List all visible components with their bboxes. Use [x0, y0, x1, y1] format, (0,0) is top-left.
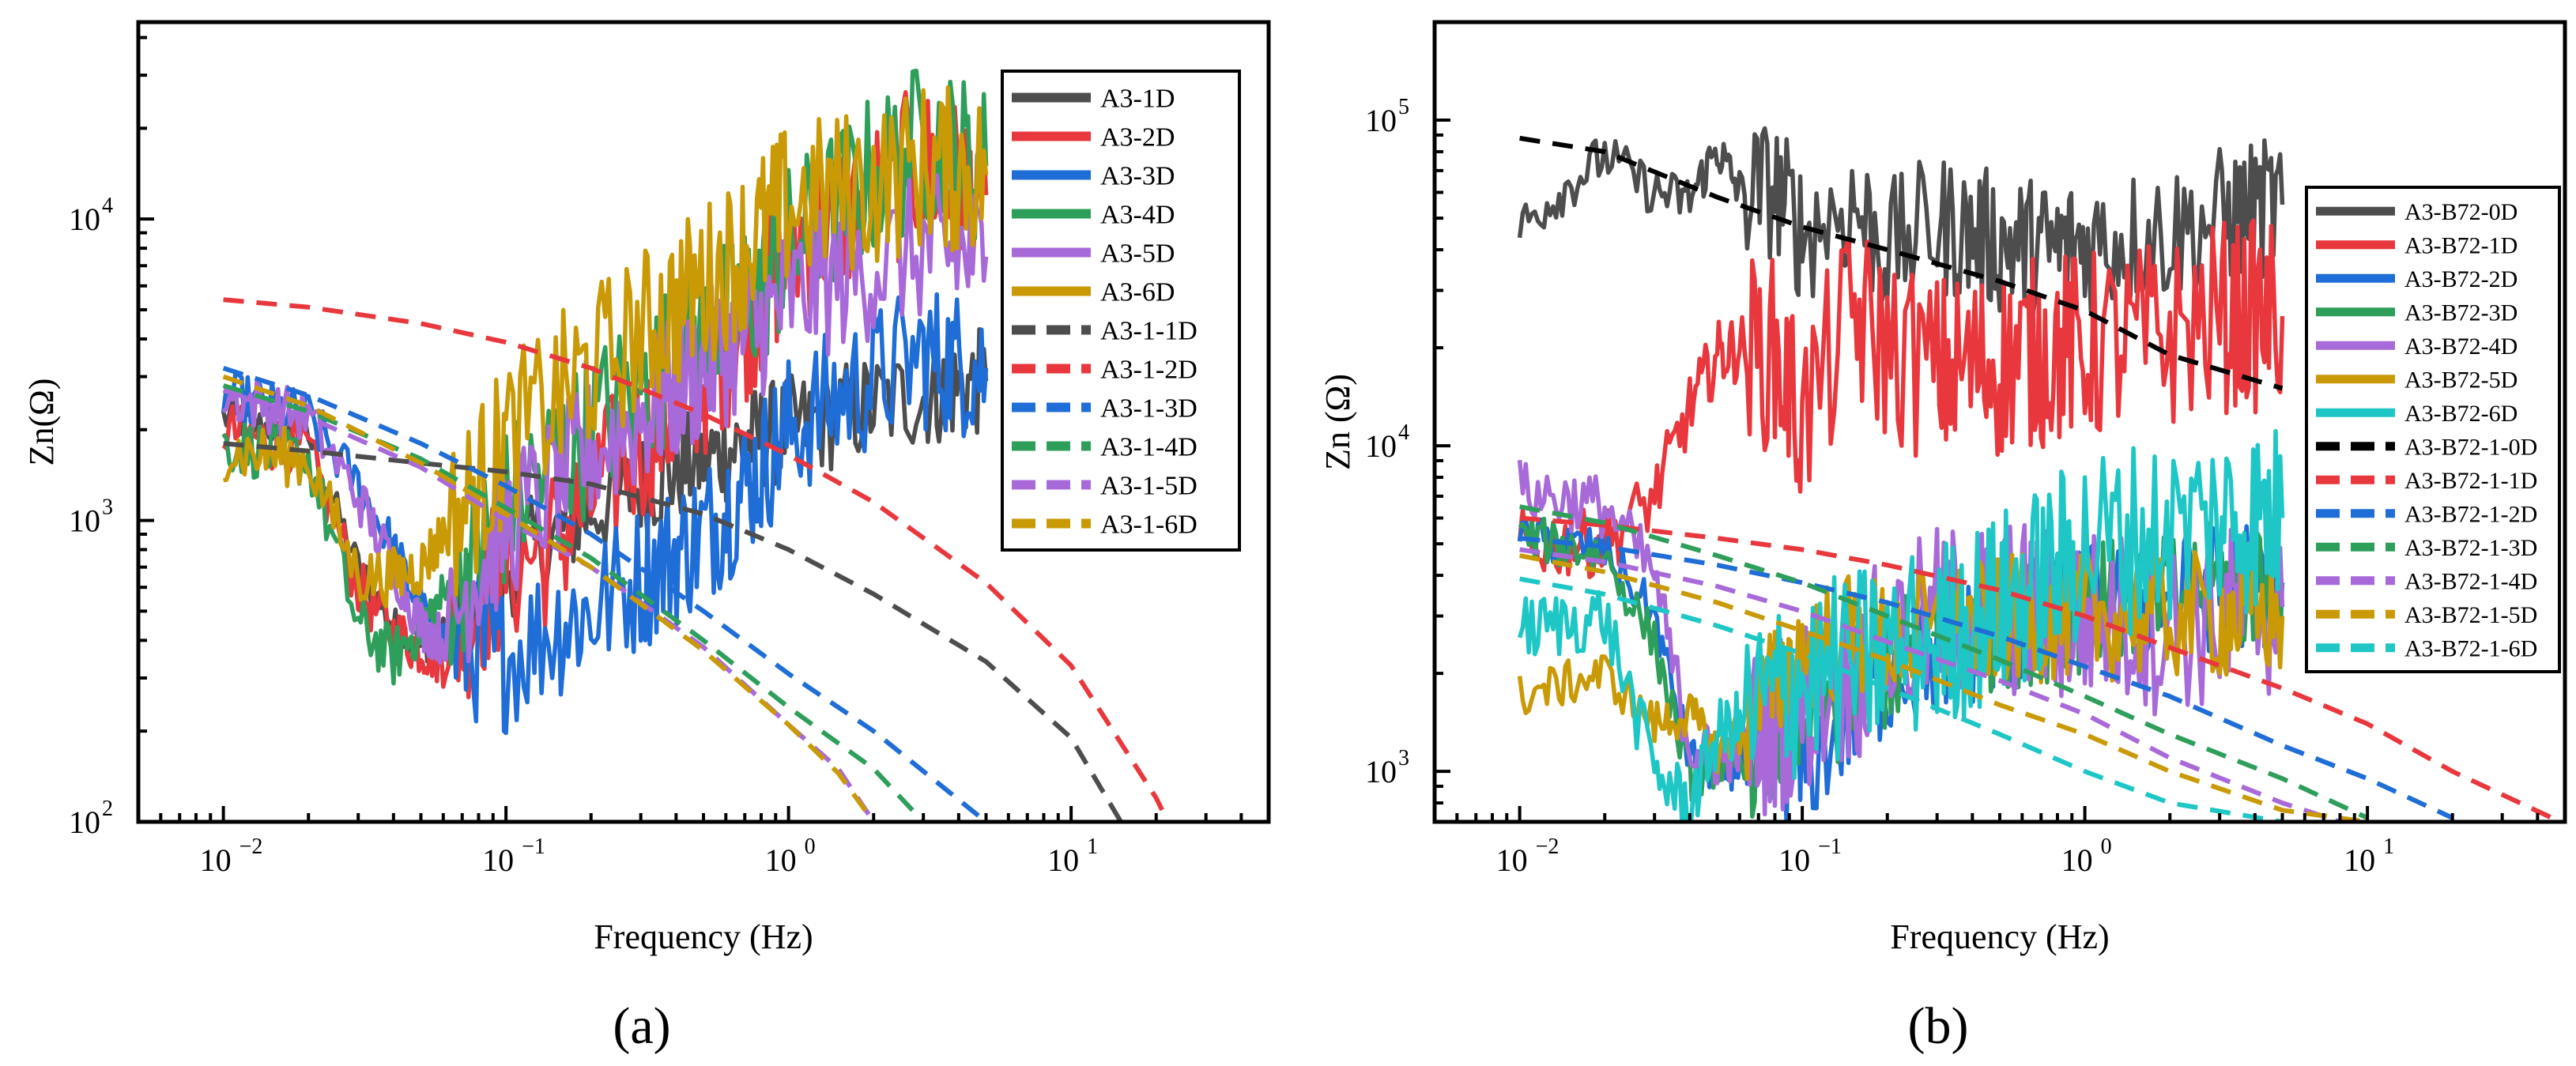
series-line-A3-B72-1-1D [1519, 515, 2553, 820]
x-axis-label: Frequency (Hz) [1890, 917, 2109, 956]
x-tick-exponent: −1 [522, 834, 545, 859]
x-tick-label: 10 [482, 842, 514, 878]
legend-label: A3-B72-1-1D [2404, 468, 2537, 494]
x-axis-label: Frequency (Hz) [594, 917, 813, 956]
y-tick-exponent: 4 [1398, 420, 1409, 445]
y-axis-label: Zn (Ω) [1318, 374, 1357, 470]
legend-label: A3-B72-1-2D [2404, 501, 2537, 527]
y-tick-label: 10 [1365, 103, 1397, 138]
x-tick-label: 10 [765, 842, 797, 878]
series-line-A3-1-1D [223, 441, 1123, 822]
panel-label: (a) [613, 997, 670, 1055]
x-tick-label: 10 [200, 842, 232, 878]
series-line-A3-1-3D [222, 366, 988, 822]
legend-label: A3-B72-5D [2404, 367, 2518, 393]
legend-label: A3-B72-1-5D [2404, 602, 2537, 628]
legend-label: A3-B72-1-3D [2404, 535, 2537, 561]
series-line-A3-6D [223, 85, 989, 608]
legend-label: A3-2D [1100, 122, 1175, 152]
panel-label: (b) [1908, 997, 1969, 1055]
legend-label: A3-B72-2D [2404, 266, 2518, 292]
legend-label: A3-B72-1-4D [2404, 568, 2537, 594]
legend-label: A3-B72-1-0D [2404, 434, 2537, 460]
series-line-A3-B72-1D [1517, 218, 2285, 579]
x-tick-label: 10 [1496, 842, 1528, 878]
legend-label: A3-1-4D [1100, 432, 1197, 461]
series-line-A3-B72-1-3D [1519, 504, 2369, 820]
y-tick-exponent: 3 [1398, 746, 1409, 770]
legend-label: A3-4D [1100, 200, 1175, 229]
series-line-A3-B72-1-6D [1519, 576, 2283, 822]
legend-label: A3-1D [1100, 84, 1175, 113]
series-line-A3-1-4D [222, 383, 926, 822]
legend-label: A3-B72-1-6D [2404, 635, 2537, 661]
series-line-A3-1-2D [223, 297, 1171, 822]
x-tick-label: 10 [1047, 842, 1079, 878]
series-line-A3-B72-1-0D [1519, 135, 2284, 391]
y-tick-exponent: 3 [102, 495, 113, 520]
legend-label: A3-1-1D [1100, 316, 1197, 345]
series-line-A3-1-6D [222, 374, 876, 822]
y-tick-label: 10 [1365, 428, 1397, 464]
plot-area [221, 68, 1171, 822]
legend-label: A3-5D [1100, 239, 1175, 268]
x-tick-exponent: 0 [2101, 834, 2112, 859]
legend-label: A3-B72-0D [2404, 199, 2518, 225]
legend-box [2305, 186, 2561, 673]
x-tick-exponent: 1 [1087, 834, 1098, 859]
x-tick-exponent: 0 [805, 834, 816, 859]
series-line-A3-B72-1-4D [1519, 547, 2341, 822]
x-tick-label: 10 [2344, 842, 2375, 878]
series-line-A3-B72-6D [1517, 428, 2285, 822]
legend-label: A3-3D [1100, 161, 1175, 190]
legend-label: A3-1-2D [1100, 355, 1197, 384]
y-tick-exponent: 4 [102, 194, 113, 218]
y-tick-label: 10 [1365, 754, 1397, 789]
x-tick-exponent: −1 [1818, 834, 1842, 859]
y-tick-label: 10 [69, 202, 100, 237]
legend-label: A3-1-5D [1100, 471, 1197, 500]
x-tick-exponent: 1 [2383, 834, 2394, 859]
x-tick-exponent: −2 [1536, 834, 1560, 859]
legend-label: A3-6D [1100, 277, 1175, 307]
y-axis-label: Zn(Ω) [22, 379, 61, 466]
legend-label: A3-B72-4D [2404, 333, 2518, 360]
y-tick-label: 10 [69, 503, 100, 539]
x-tick-exponent: −2 [239, 834, 263, 859]
legend-label: A3-B72-3D [2404, 299, 2518, 326]
series-line-A3-4D [221, 68, 989, 686]
plot-area [1517, 126, 2553, 822]
legend-label: A3-1-6D [1100, 510, 1197, 539]
y-tick-label: 10 [69, 804, 100, 840]
series-line-A3-B72-1-5D [1519, 553, 2368, 822]
x-tick-label: 10 [1778, 842, 1810, 878]
series-line-A3-B72-0D [1517, 126, 2285, 321]
legend-label: A3-B72-1D [2404, 232, 2518, 258]
legend-label: A3-B72-6D [2404, 401, 2518, 427]
y-tick-exponent: 5 [1398, 95, 1409, 119]
x-tick-label: 10 [2061, 842, 2093, 878]
legend-box [1001, 70, 1241, 552]
y-tick-exponent: 2 [102, 797, 113, 821]
series-line-A3-B72-5D [1517, 548, 2285, 782]
legend-label: A3-1-3D [1100, 394, 1197, 423]
